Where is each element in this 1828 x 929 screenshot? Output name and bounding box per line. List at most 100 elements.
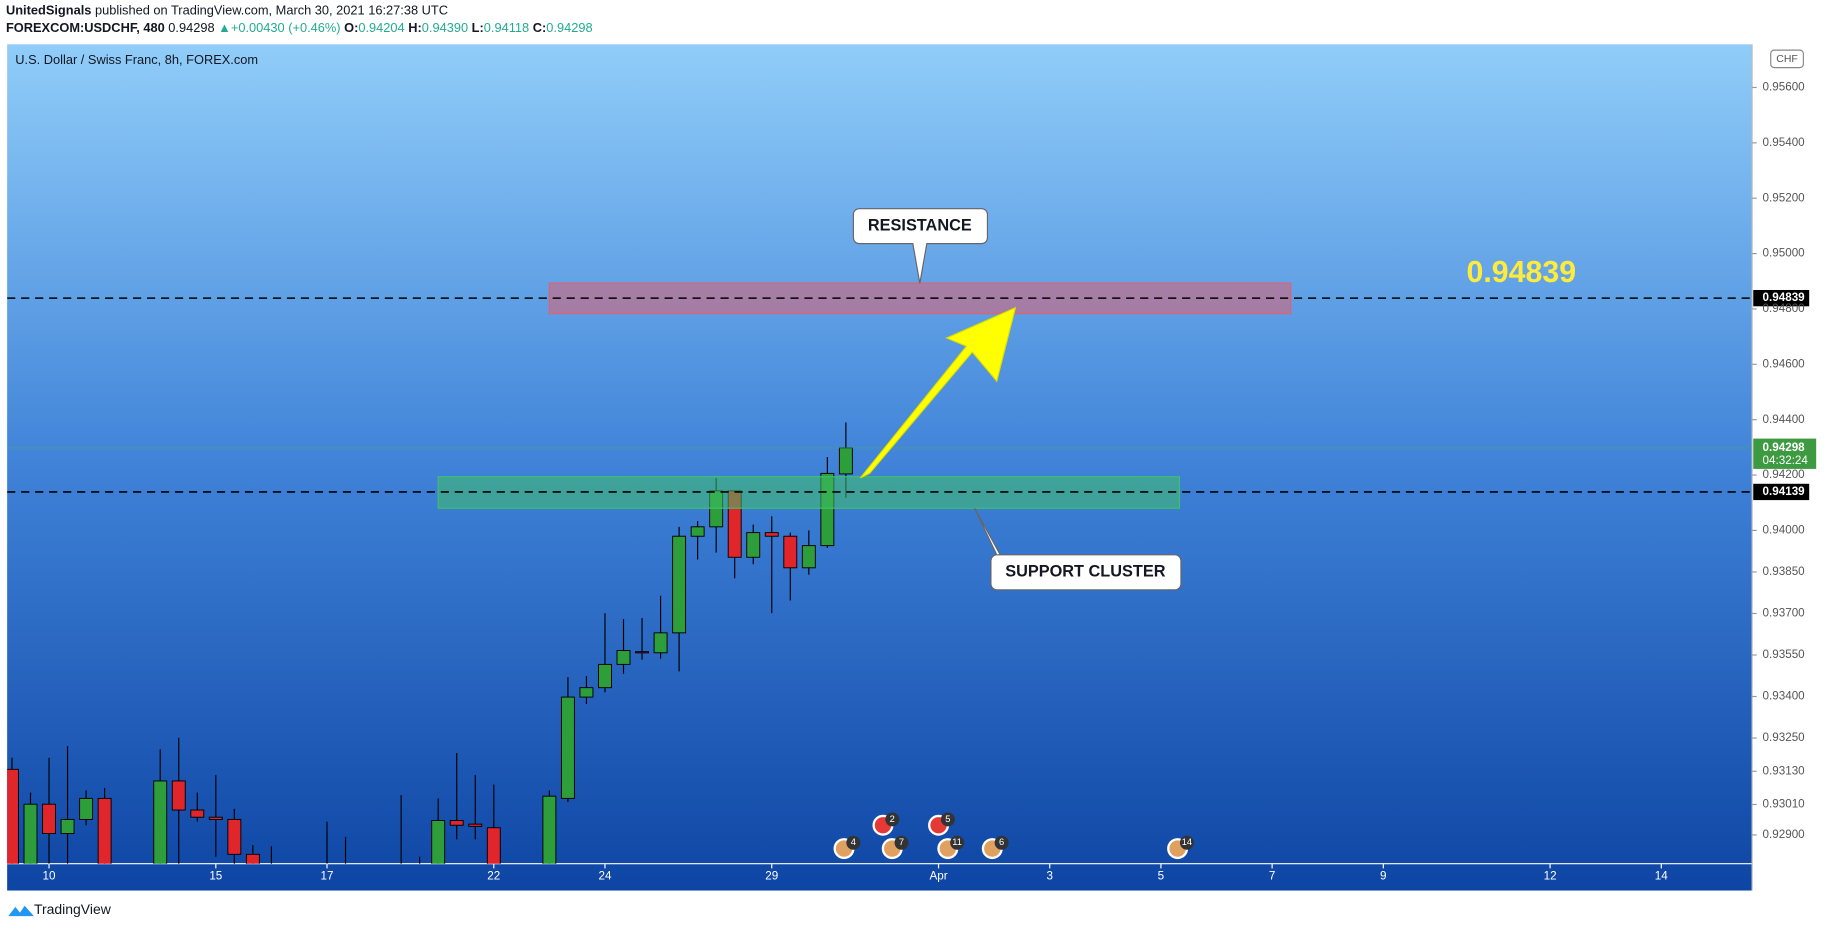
brand: TradingView [34, 901, 112, 917]
candle-body [190, 809, 205, 818]
open: 0.94204 [358, 21, 404, 36]
candle-body [598, 663, 612, 689]
y-tick-label: 0.94600 [1763, 357, 1806, 370]
chart-title: U.S. Dollar / Swiss Franc, 8h, FOREX.com [15, 52, 258, 67]
symbol-line: FOREXCOM:USDCHF, 480 0.94298 ▲+0.00430 (… [6, 21, 593, 36]
y-tick-label: 0.93700 [1763, 607, 1806, 620]
candle-body [449, 820, 464, 826]
candle-body [208, 816, 223, 820]
y-tick-label: 0.94800 [1763, 302, 1806, 315]
low-label: L: [472, 21, 484, 36]
y-tick-label: 0.93550 [1763, 648, 1806, 661]
candle-body [227, 818, 242, 855]
candle-body [42, 803, 56, 835]
candle-body [616, 650, 631, 665]
y-tick-label: 0.94400 [1763, 413, 1806, 426]
level-axis-label: 0.94139 [1763, 485, 1806, 498]
arrow [859, 306, 1017, 479]
candle-body [764, 532, 779, 537]
close-label: C: [533, 21, 547, 36]
candle-body [171, 780, 186, 811]
currency-button[interactable] [1770, 49, 1804, 69]
candle-body [245, 853, 260, 864]
y-tick-label: 0.95000 [1763, 247, 1806, 260]
candle-body [486, 827, 501, 864]
candle-body [7, 768, 19, 864]
y-tick-label: 0.93850 [1763, 565, 1806, 578]
countdown: 04:32:24 [1763, 454, 1809, 467]
event-badge [950, 835, 965, 850]
event-badge [846, 835, 861, 850]
event-count: 14 [1182, 837, 1192, 847]
x-tick-label: 24 [598, 870, 611, 883]
event-count: 2 [890, 814, 895, 824]
last-price-label: 0.94298 [1763, 441, 1806, 454]
x-tick-label: 12 [1544, 870, 1557, 883]
candle-body [97, 797, 112, 864]
candle-body [153, 780, 168, 864]
level-axis-label-bg [1753, 483, 1810, 501]
event-badge [940, 812, 955, 827]
high: 0.94390 [422, 21, 468, 36]
x-tick-label: 10 [43, 870, 56, 883]
y-tick-label: 0.93400 [1763, 690, 1806, 703]
candle-body [801, 545, 816, 569]
event-badge [894, 835, 909, 850]
x-tick-label: 7 [1269, 870, 1275, 883]
candle-body [838, 447, 853, 475]
y-tick-label: 0.93250 [1763, 731, 1806, 744]
brand-logo [8, 905, 34, 917]
candle-body [431, 820, 446, 864]
low: 0.94118 [484, 21, 529, 36]
candle-body [653, 632, 668, 654]
candle-body [23, 803, 38, 864]
publisher-line: UnitedSignals published on TradingView.c… [6, 3, 448, 18]
x-tick-label: 3 [1046, 870, 1052, 883]
x-tick-label: Apr [929, 870, 947, 883]
y-tick-label: 0.92900 [1763, 828, 1806, 841]
last-price-label-bg [1753, 438, 1817, 469]
event-count: 4 [851, 837, 856, 847]
event-badge [994, 835, 1009, 850]
up-arrow: ▲ [218, 21, 231, 36]
x-tick-label: 29 [765, 870, 778, 883]
candle-body [579, 687, 594, 698]
y-tick-label: 0.93010 [1763, 798, 1806, 811]
resistance-label: RESISTANCE [868, 216, 972, 234]
y-tick-label: 0.94000 [1763, 523, 1806, 536]
x-tick-label: 9 [1380, 870, 1386, 883]
y-tick-label: 0.95400 [1763, 136, 1806, 149]
y-tick-label: 0.93130 [1763, 764, 1806, 777]
change: +0.00430 (+0.46%) [231, 21, 341, 36]
publisher: UnitedSignals [6, 3, 91, 18]
x-tick-label: 5 [1158, 870, 1164, 883]
event-count: 5 [945, 814, 950, 824]
support-label: SUPPORT CLUSTER [1005, 563, 1165, 581]
x-tick-label: 15 [209, 870, 222, 883]
event-badge [885, 812, 900, 827]
level-axis-label: 0.94839 [1763, 291, 1806, 304]
x-tick-label: 17 [321, 870, 334, 883]
close: 0.94298 [546, 21, 592, 36]
y-tick-label: 0.95200 [1763, 191, 1806, 204]
chart-background [7, 44, 1753, 891]
event-count: 7 [899, 837, 904, 847]
symbol: FOREXCOM:USDCHF, 480 [6, 21, 165, 36]
published: published on TradingView.com, March 30, … [95, 3, 448, 18]
candle-body [672, 535, 687, 634]
candle-body [690, 526, 705, 537]
level-annotation: 0.94839 [1467, 256, 1577, 289]
support-callout [974, 507, 1182, 591]
high-label: H: [408, 21, 422, 36]
candle-body [635, 651, 649, 654]
currency: CHF [1776, 54, 1798, 65]
level-axis-label-bg [1753, 289, 1810, 307]
candle-body [468, 823, 483, 827]
open-label: O: [344, 21, 358, 36]
candle-body [542, 795, 557, 864]
x-tick-label: 14 [1655, 870, 1668, 883]
candle-body [560, 696, 575, 799]
event-count: 6 [999, 837, 1004, 847]
candle-body [60, 818, 75, 835]
